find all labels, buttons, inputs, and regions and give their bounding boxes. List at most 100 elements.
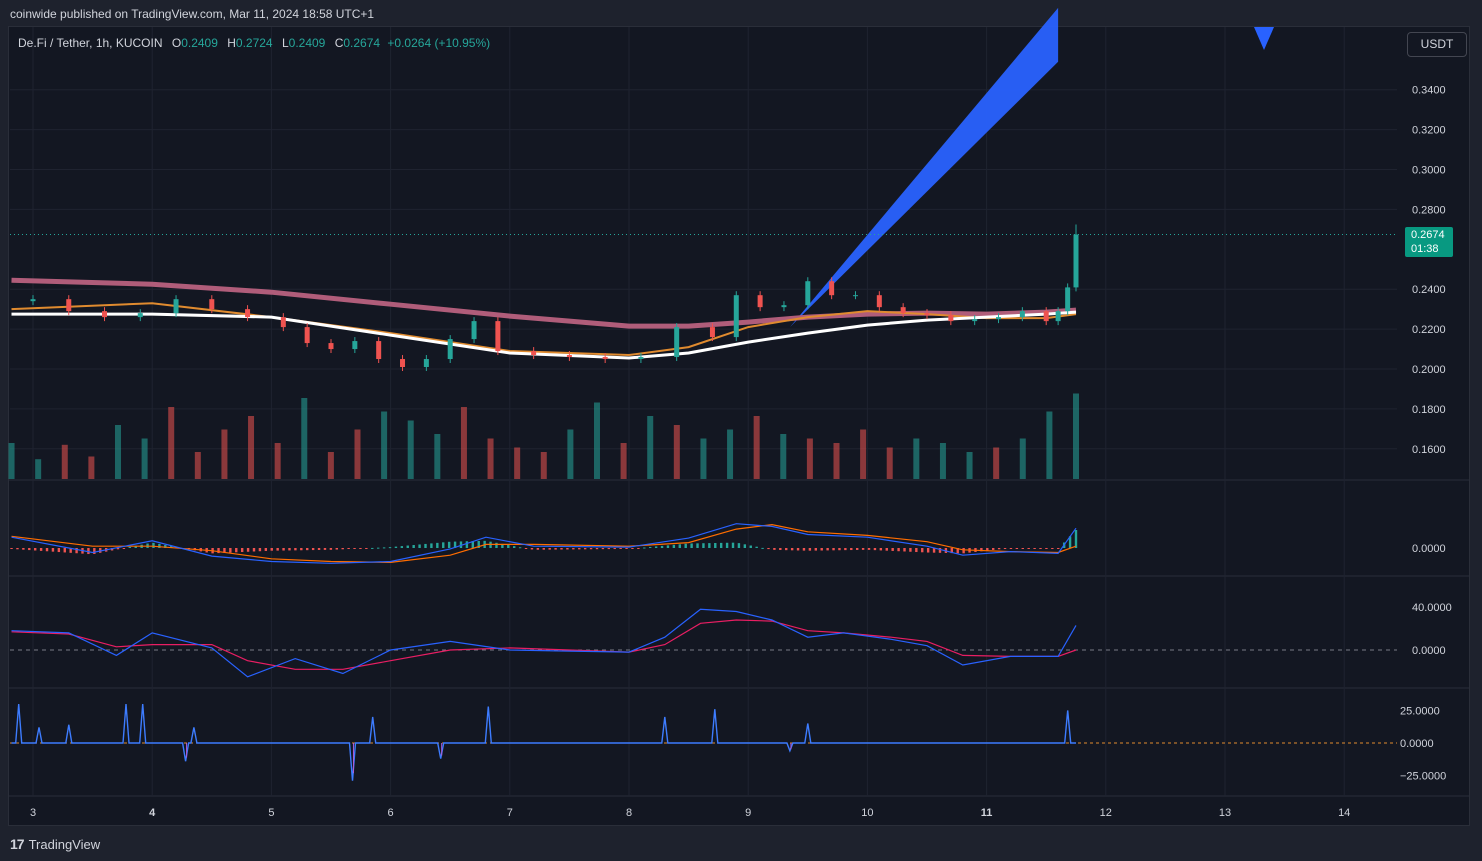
close-value: 0.2674 xyxy=(343,36,381,50)
symbol-name[interactable]: De.Fi / Tether, 1h, KUCOIN xyxy=(18,36,163,50)
candle-body xyxy=(328,343,334,350)
macd-histogram-bar xyxy=(22,548,25,550)
candle-body xyxy=(996,317,1002,320)
macd-histogram-bar xyxy=(595,548,599,550)
macd-histogram-bar xyxy=(844,548,847,551)
time-axis-label: 13 xyxy=(1219,807,1231,819)
candle-body xyxy=(638,357,644,360)
macd-histogram-bar xyxy=(725,542,729,548)
macd-histogram-bar xyxy=(1021,548,1024,549)
candle-body xyxy=(972,319,978,322)
macd-histogram-bar xyxy=(406,545,409,548)
ema-white-line xyxy=(11,310,1077,360)
macd-histogram-bar xyxy=(323,548,327,550)
macd-histogram-bar xyxy=(418,544,421,548)
volume-bar xyxy=(514,447,521,479)
volume-bar xyxy=(35,459,42,479)
candle-body xyxy=(829,281,835,296)
macd-histogram-bar xyxy=(921,548,924,553)
currency-button[interactable]: USDT xyxy=(1407,32,1467,57)
macd-histogram-bar xyxy=(980,548,983,552)
macd-histogram-bar xyxy=(625,548,628,549)
macd-histogram-bar xyxy=(134,545,137,548)
high-value: 0.2724 xyxy=(235,36,273,50)
macd-histogram-bar xyxy=(170,546,173,548)
volume-bar xyxy=(168,407,175,479)
volume-bar xyxy=(567,429,574,479)
macd-histogram-bar xyxy=(897,548,900,552)
macd-histogram-bar xyxy=(962,548,965,554)
macd-histogram-bar xyxy=(796,548,800,551)
macd-histogram-bar xyxy=(926,548,930,553)
macd-histogram-bar xyxy=(87,548,90,555)
volume-bar xyxy=(301,398,308,479)
macd-histogram-bar xyxy=(873,548,877,551)
macd-histogram-bar xyxy=(465,541,469,548)
macd-histogram-bar xyxy=(578,548,581,550)
macd-histogram-bar xyxy=(288,548,291,551)
volume-bar xyxy=(8,443,15,479)
macd-histogram-bar xyxy=(820,548,823,551)
volume-bar xyxy=(354,429,361,479)
footer-brand[interactable]: 17 TradingView xyxy=(10,836,100,852)
candle-body xyxy=(876,295,882,308)
volume-bar xyxy=(487,438,494,479)
macd-histogram-bar xyxy=(572,548,575,550)
oscillator-axis-label: 40.0000 xyxy=(1412,602,1452,614)
candle-body xyxy=(423,359,429,368)
macd-histogram-bar xyxy=(518,547,522,549)
macd-histogram-bar xyxy=(548,548,551,550)
candle-body xyxy=(733,295,739,338)
macd-histogram-bar xyxy=(850,548,853,551)
candle-body xyxy=(1043,311,1049,322)
macd-histogram-bar xyxy=(388,547,392,549)
macd-histogram-bar xyxy=(755,546,758,548)
macd-histogram-bar xyxy=(992,548,995,550)
volume-bar xyxy=(381,411,388,479)
macd-line xyxy=(11,523,1077,564)
macd-histogram-bar xyxy=(814,548,817,551)
macd-histogram-bar xyxy=(246,548,250,552)
candle-body xyxy=(400,359,406,368)
macd-histogram-bar xyxy=(45,548,49,552)
candle-body xyxy=(852,295,858,297)
macd-histogram-bar xyxy=(779,548,782,551)
candle-body xyxy=(447,339,453,360)
brand-name: TradingView xyxy=(28,836,101,852)
macd-histogram-bar xyxy=(808,548,812,551)
candle-body xyxy=(352,341,358,350)
candle-body xyxy=(102,311,108,318)
macd-histogram-bar xyxy=(329,548,333,550)
macd-histogram-bar xyxy=(660,545,664,548)
macd-histogram-bar xyxy=(891,548,894,551)
macd-histogram-bar xyxy=(1045,548,1048,549)
macd-histogram-bar xyxy=(790,548,794,551)
symbol-legend: De.Fi / Tether, 1h, KUCOIN O0.2409 H0.27… xyxy=(18,36,490,50)
macd-histogram-bar xyxy=(382,547,386,549)
macd-histogram-bar xyxy=(276,548,279,551)
volume-bar xyxy=(61,444,68,479)
high-label: H xyxy=(227,36,236,50)
macd-histogram-bar xyxy=(986,548,989,551)
candle-body xyxy=(1019,311,1025,318)
macd-histogram-bar xyxy=(235,548,238,553)
macd-histogram-bar xyxy=(158,543,161,548)
macd-histogram-bar xyxy=(867,548,871,550)
macd-histogram-bar xyxy=(749,545,752,548)
macd-histogram-bar xyxy=(317,548,321,550)
macd-histogram-bar xyxy=(252,548,256,552)
macd-histogram-bar xyxy=(501,543,504,548)
macd-histogram-bar xyxy=(128,546,132,548)
macd-histogram-bar xyxy=(714,542,717,548)
projection-wedge xyxy=(789,7,1059,328)
macd-histogram-bar xyxy=(436,542,439,548)
macd-histogram-bar xyxy=(654,546,658,548)
low-label: L xyxy=(281,36,289,50)
volume-bar xyxy=(1046,411,1053,479)
candle-body xyxy=(924,313,930,316)
macd-histogram-bar xyxy=(637,548,640,549)
bar-countdown: 01:38 xyxy=(1411,243,1439,255)
volume-bar xyxy=(860,429,867,479)
volume-bar xyxy=(939,443,946,479)
